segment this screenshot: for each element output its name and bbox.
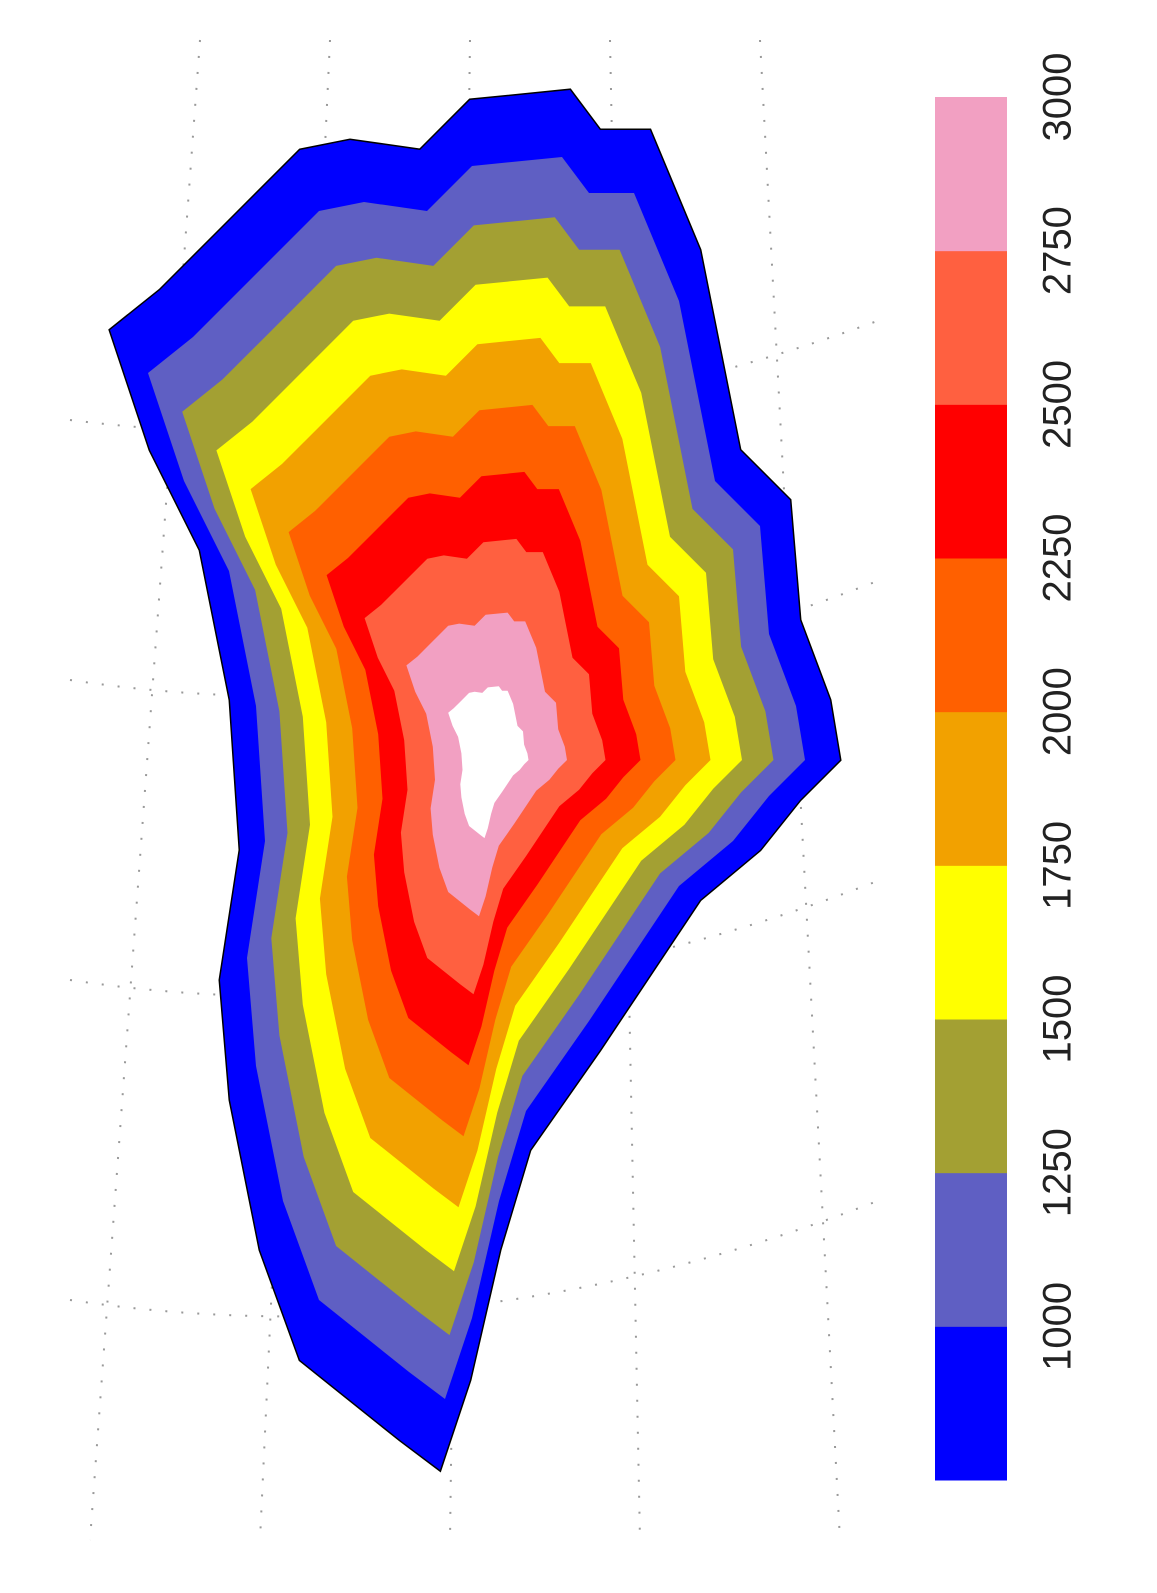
colorbar-tick-label: 2250 xyxy=(1036,514,1080,603)
summit-area xyxy=(448,686,529,839)
colorbar-segment xyxy=(935,558,1007,713)
colorbar-tick-label: 2750 xyxy=(1036,206,1080,295)
colorbar-segment xyxy=(935,404,1007,559)
colorbar-tick-label: 2000 xyxy=(1036,667,1080,756)
colorbar-segment xyxy=(935,1326,1007,1481)
colorbar-segment xyxy=(935,97,1007,252)
colorbar: 1000 1250 1500 1750 2000 2250 2500 2750 3000 xyxy=(935,53,1080,1481)
colorbar-segment xyxy=(935,1019,1007,1174)
colorbar-tick-label: 2500 xyxy=(1036,360,1080,449)
colorbar-tick-label: 1500 xyxy=(1036,975,1080,1064)
colorbar-segment xyxy=(935,1172,1007,1327)
colorbar-segment xyxy=(935,250,1007,405)
colorbar-tick-label: 1250 xyxy=(1036,1128,1080,1217)
colorbar-tick-label: 1750 xyxy=(1036,821,1080,910)
colorbar-tick-label: 1000 xyxy=(1036,1282,1080,1371)
colorbar-tick-label: 3000 xyxy=(1036,53,1080,142)
graticule xyxy=(69,39,881,1541)
colorbar-segment xyxy=(935,865,1007,1020)
elevation-map xyxy=(108,88,842,1473)
colorbar-segment xyxy=(935,711,1007,866)
